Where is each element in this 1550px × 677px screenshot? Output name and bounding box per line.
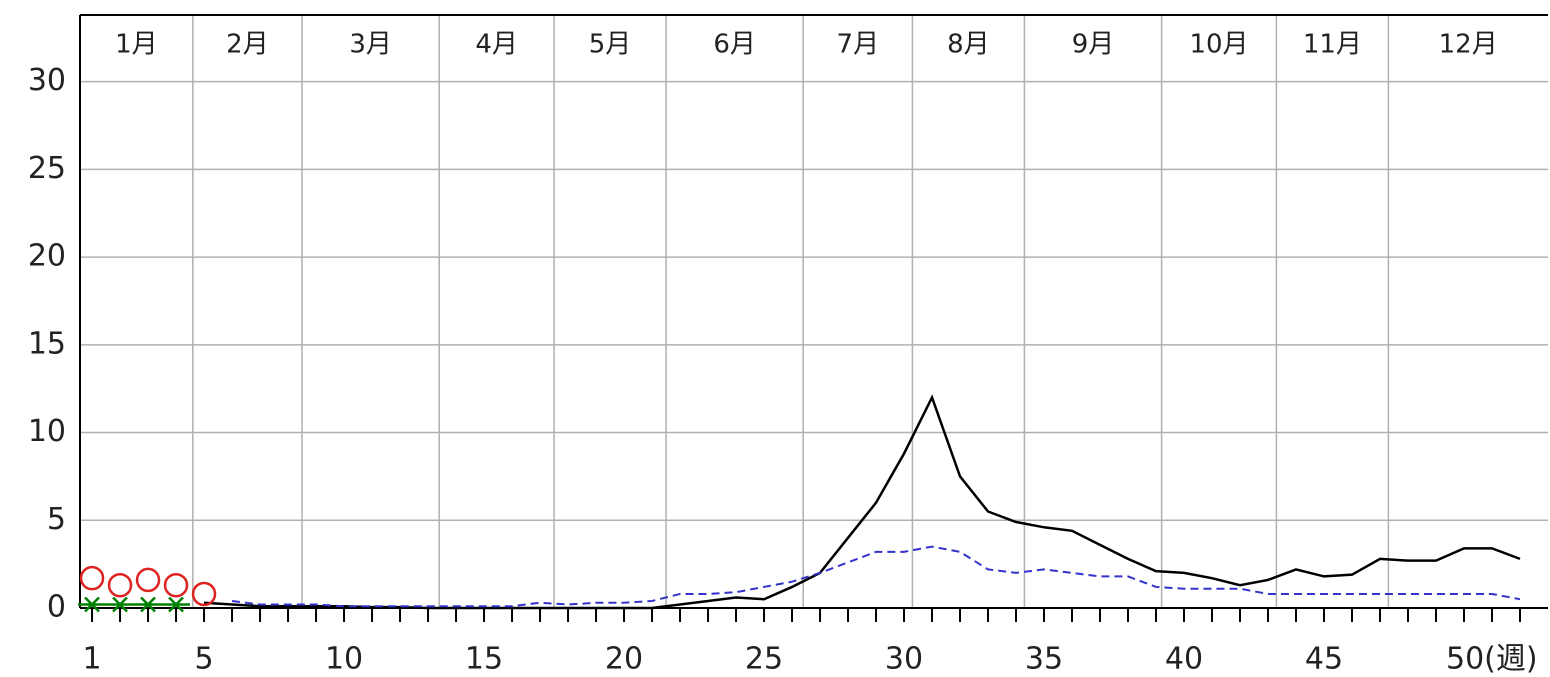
y-tick-label: 30	[28, 63, 66, 98]
plot-area	[80, 15, 1548, 608]
month-label: 5月	[589, 30, 632, 60]
x-tick-label: 20	[605, 642, 643, 677]
month-label: 6月	[713, 30, 756, 60]
x-tick-label: 25	[745, 642, 783, 677]
circle-marker	[191, 581, 217, 607]
circle-marker	[163, 572, 189, 598]
y-tick-label: 0	[47, 590, 66, 625]
x-tick-label: 5	[194, 642, 213, 677]
x-tick-label: 45	[1305, 642, 1343, 677]
month-label: 1月	[115, 30, 158, 60]
cross-marker	[134, 596, 163, 613]
x-tick-label: 15	[465, 642, 503, 677]
circle-marker	[107, 572, 133, 598]
x-tick-label: 50(週)	[1446, 642, 1538, 677]
y-tick-label: 25	[28, 151, 66, 186]
month-label: 2月	[226, 30, 269, 60]
y-tick-label: 10	[28, 414, 66, 449]
cross-marker	[78, 596, 107, 613]
y-tick-label: 15	[28, 326, 66, 361]
series-line	[203, 394, 1521, 610]
month-label: 10月	[1189, 30, 1248, 60]
x-tick-label: 1	[82, 642, 101, 677]
circle-marker	[135, 567, 161, 593]
month-label: 7月	[837, 30, 880, 60]
month-label: 4月	[475, 30, 518, 60]
x-tick-label: 40	[1165, 642, 1203, 677]
cross-marker	[162, 596, 191, 613]
series-line	[231, 545, 1521, 608]
x-tick-label: 35	[1025, 642, 1063, 677]
x-tick-label: 30	[885, 642, 923, 677]
month-label: 12月	[1439, 30, 1498, 60]
cross-marker	[106, 596, 135, 613]
month-label: 11月	[1303, 30, 1362, 60]
y-tick-label: 5	[47, 502, 66, 537]
circle-marker	[79, 565, 105, 591]
y-tick-label: 20	[28, 239, 66, 274]
x-tick-label: 10	[325, 642, 363, 677]
month-label: 8月	[947, 30, 990, 60]
month-label: 3月	[349, 30, 392, 60]
month-label: 9月	[1072, 30, 1115, 60]
